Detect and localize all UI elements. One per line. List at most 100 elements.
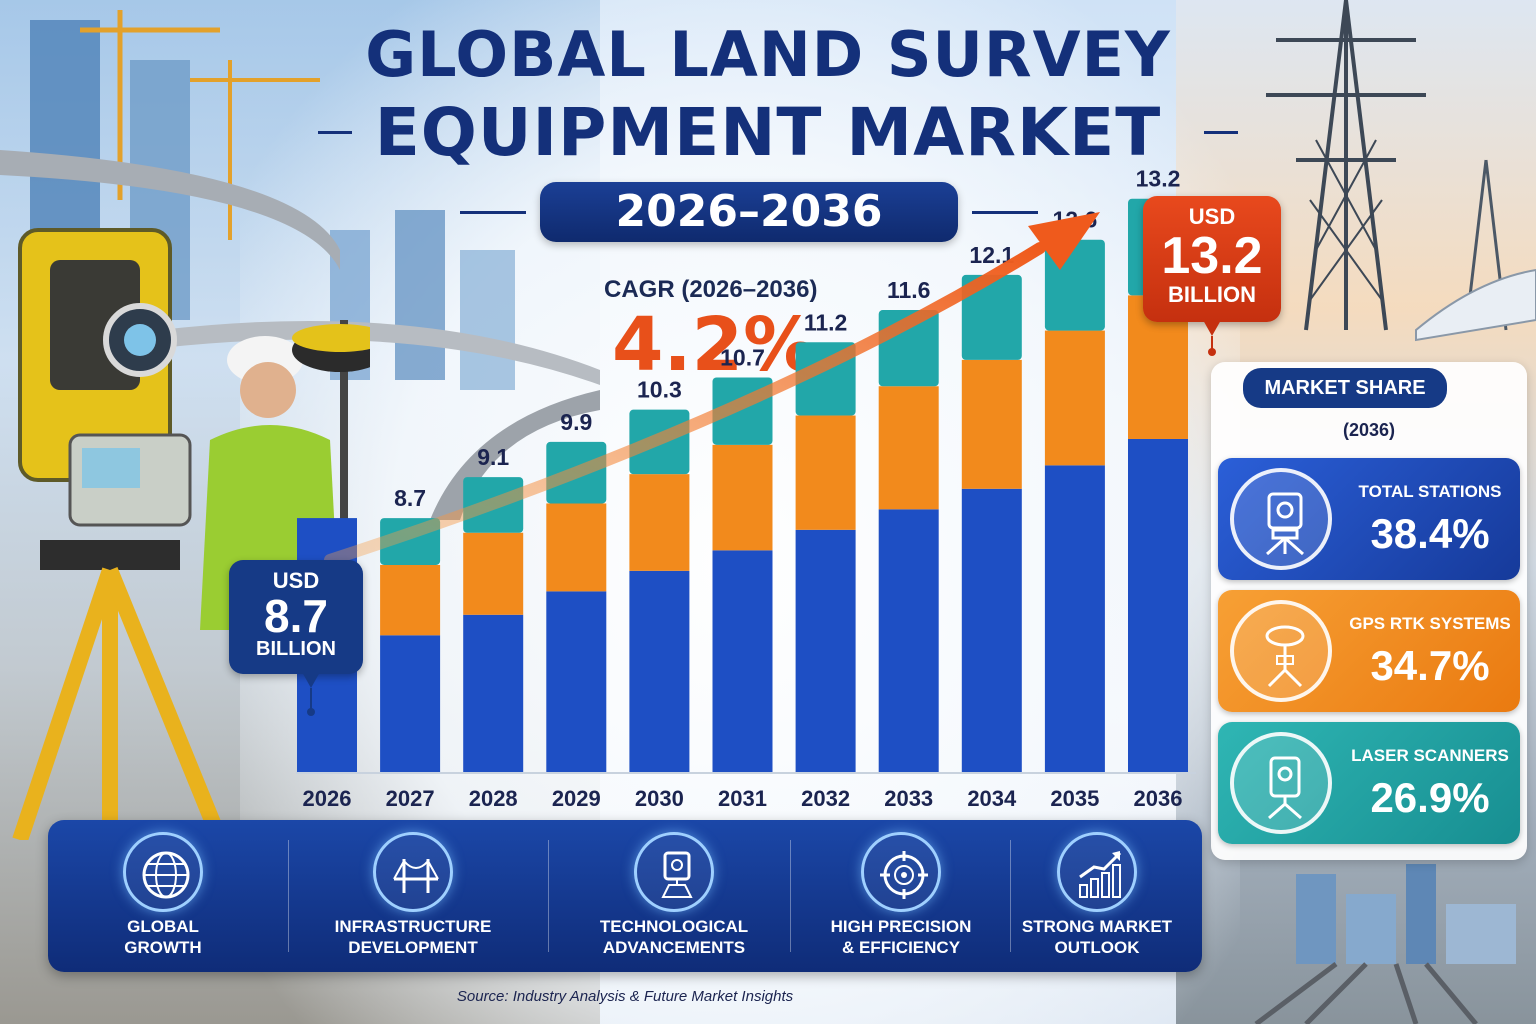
bar-value-label-2033: 11.6 (887, 277, 931, 303)
trend-arrow (324, 242, 1046, 566)
share-card-total-stations: TOTAL STATIONS 38.4% (1218, 458, 1520, 580)
gps-receiver-icon (1230, 600, 1332, 702)
survey-instrument-icon (634, 832, 714, 912)
crosshair-icon (861, 832, 941, 912)
end-unit: BILLION (1168, 282, 1256, 307)
driver-label: GLOBAL GROWTH (124, 917, 202, 957)
start-value-callout: USD 8.7 BILLION (229, 560, 363, 674)
title-rule-right (1204, 131, 1238, 134)
x-tick-label-2036: 2036 (1134, 786, 1183, 811)
x-tick-label-2032: 2032 (801, 786, 850, 811)
market-drivers-band: GLOBAL GROWTH INFRASTRUCTURE DEVELOPMENT T… (48, 820, 1202, 972)
driver-global-growth: GLOBAL GROWTH (48, 820, 278, 972)
bar-segment-2034-0 (961, 488, 1022, 773)
bar-segment-2027-1 (380, 564, 441, 636)
bar-segment-2032-0 (795, 529, 856, 773)
driver-label: STRONG MARKET OUTLOOK (1021, 917, 1173, 957)
bar-segment-2028-0 (463, 614, 524, 773)
chart-title-line2: EQUIPMENT MARKET (374, 94, 1162, 171)
bar-value-label-2036: 13.2 (1136, 166, 1181, 192)
x-tick-label-2035: 2035 (1050, 786, 1099, 811)
total-station-icon (1230, 468, 1332, 570)
bars-layer (297, 198, 1188, 773)
share-card-laser-scanners: LASER SCANNERS 26.9% (1218, 722, 1520, 844)
end-value: 13.2 (1161, 227, 1263, 285)
bar-segment-2032-1 (795, 415, 856, 530)
driver-precision: HIGH PRECISION & EFFICIENCY (786, 820, 1016, 972)
end-callout-pointer (1203, 320, 1221, 356)
bar-segment-2034-1 (961, 359, 1022, 489)
driver-divider (548, 840, 549, 952)
bar-value-label-2032: 11.2 (804, 309, 848, 335)
driver-divider (790, 840, 791, 952)
driver-label: HIGH PRECISION & EFFICIENCY (830, 917, 972, 957)
bar-value-label-2028: 9.1 (477, 444, 509, 470)
share-value-gps-rtk: 34.7% (1370, 642, 1490, 689)
labels-layer: 2026 8.7 2027 9.1 2028 9.9 2029 10.3 2030 10.7 203… (303, 166, 1183, 811)
x-tick-label-2027: 2027 (386, 786, 435, 811)
bar-segment-2028-1 (463, 532, 524, 615)
cagr-label: CAGR (2026–2036) (604, 276, 818, 303)
bar-segment-2036-0 (1128, 438, 1188, 773)
start-callout-pointer (302, 672, 320, 716)
laser-scanner-icon (1230, 732, 1332, 834)
city-railway-illustration (1254, 864, 1516, 1024)
share-value-laser-scanners: 26.9% (1370, 774, 1490, 821)
bar-segment-2030-1 (629, 474, 690, 571)
driver-label: TECHNOLOGICAL ADVANCEMENTS (599, 917, 749, 957)
trend-arrow-head (1028, 212, 1100, 270)
bar-segment-2027-0 (380, 635, 441, 773)
bar-segment-2035-0 (1044, 465, 1105, 773)
share-name-laser-scanners: LASER SCANNERS (1351, 746, 1509, 765)
driver-label: INFRASTRUCTURE DEVELOPMENT (334, 917, 492, 957)
x-tick-label-2029: 2029 (552, 786, 601, 811)
driver-outlook: STRONG MARKET OUTLOOK (982, 820, 1212, 972)
x-tick-label-2026: 2026 (303, 786, 352, 811)
title-rule-left (318, 131, 352, 134)
driver-infrastructure: INFRASTRUCTURE DEVELOPMENT (298, 820, 528, 972)
driver-divider (1010, 840, 1011, 952)
bar-value-label-2029: 9.9 (560, 409, 592, 435)
bar-segment-2033-0 (878, 509, 939, 773)
source-note: Source: Industry Analysis & Future Marke… (456, 988, 794, 1005)
share-card-gps-rtk: GPS RTK SYSTEMS 34.7% (1218, 590, 1520, 712)
bar-segment-2035-1 (1044, 330, 1105, 466)
driver-technological: TECHNOLOGICAL ADVANCEMENTS (559, 820, 789, 972)
bar-value-label-2031: 10.7 (720, 344, 765, 370)
bridge-icon (373, 832, 453, 912)
driver-divider (288, 840, 289, 952)
end-value-callout: USD 13.2 BILLION (1143, 196, 1281, 322)
start-currency: USD (272, 568, 320, 593)
bar-value-label-2030: 10.3 (637, 377, 682, 403)
total-station-illustration (12, 228, 228, 840)
bar-segment-2033-1 (878, 386, 939, 510)
market-share-year: (2036) (1342, 420, 1396, 440)
bar-segment-2031-1 (712, 444, 773, 551)
x-tick-label-2031: 2031 (718, 786, 767, 811)
share-name-gps-rtk: GPS RTK SYSTEMS (1349, 614, 1511, 633)
end-currency: USD (1188, 204, 1236, 229)
bar-segment-2029-1 (546, 503, 607, 592)
x-tick-label-2030: 2030 (635, 786, 684, 811)
bar-segment-2034-2 (961, 274, 1022, 360)
growth-chart-icon (1057, 832, 1137, 912)
bar-segment-2029-0 (546, 591, 607, 773)
period-rule-right (972, 211, 1038, 214)
start-unit: BILLION (256, 638, 336, 660)
start-value: 8.7 (264, 590, 328, 642)
period-badge: 2026–2036 (540, 182, 958, 242)
chart-title-line1: GLOBAL LAND SURVEY (365, 18, 1171, 91)
bar-segment-2031-0 (712, 550, 773, 773)
globe-icon (123, 832, 203, 912)
bar-segment-2030-0 (629, 570, 690, 773)
bar-value-label-2027: 8.7 (394, 485, 426, 511)
period-rule-left (460, 211, 526, 214)
power-pylon-illustration (1266, 0, 1536, 342)
x-tick-label-2033: 2033 (884, 786, 933, 811)
market-share-title: MARKET SHARE (1243, 368, 1447, 408)
cagr-value: 4.2% (612, 302, 818, 388)
share-name-total-stations: TOTAL STATIONS (1358, 482, 1502, 501)
x-tick-label-2034: 2034 (967, 786, 1017, 811)
x-tick-label-2028: 2028 (469, 786, 518, 811)
